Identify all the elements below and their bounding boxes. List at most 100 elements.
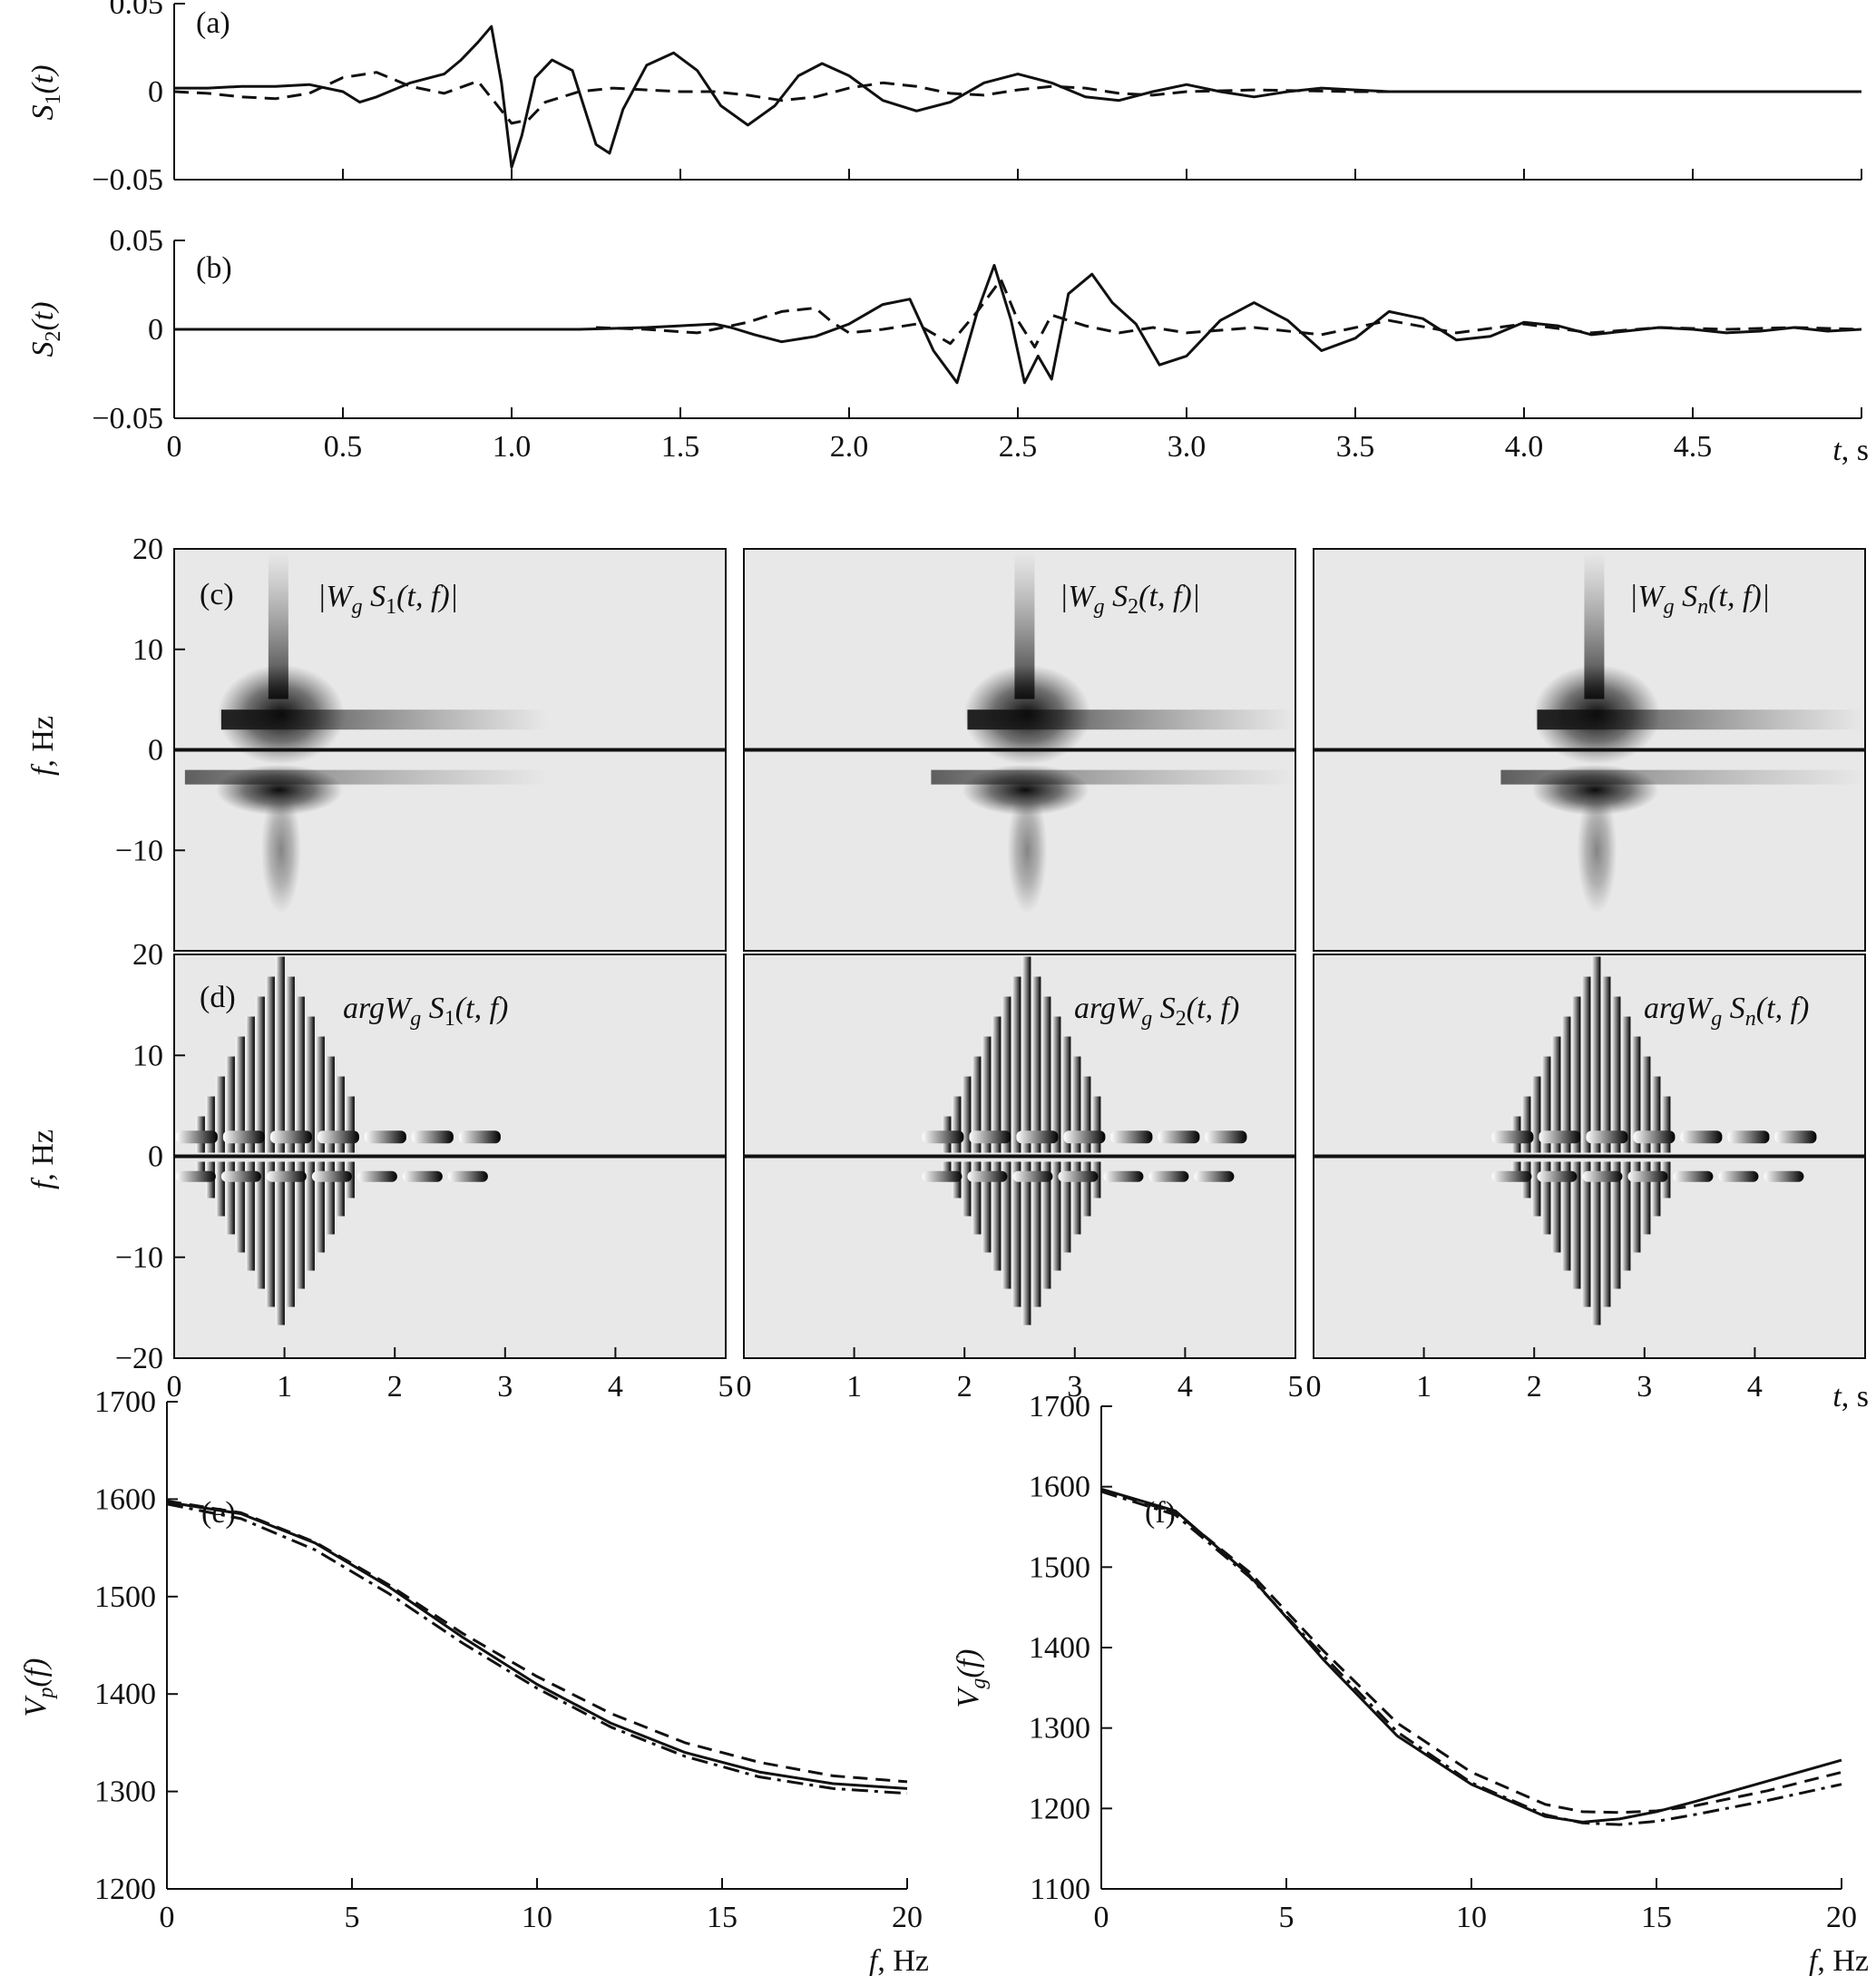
tf-phase-stripe-positive xyxy=(1091,1096,1101,1153)
mag-title-1-sub: 1 xyxy=(386,595,396,619)
tf-phase-stripe-negative xyxy=(245,1161,255,1271)
tf-ytick-label: 0 xyxy=(148,1140,163,1174)
panel-b-xtick-label: 1.0 xyxy=(493,430,532,464)
tf-phase-stripe-negative xyxy=(1541,1161,1551,1235)
mag-title-3-pre: |W xyxy=(1629,580,1666,613)
tf-phase-stripe-negative xyxy=(325,1161,335,1235)
tf-xtick-label: 2 xyxy=(1527,1370,1542,1404)
tf-phase-stripe-positive xyxy=(1531,1076,1541,1153)
phase-title-1-post: (t, f) xyxy=(455,992,509,1025)
tf-phase-stripe-negative xyxy=(1511,1161,1521,1180)
tf-phase-stripe-positive xyxy=(235,1036,245,1153)
tf-phase-stripe-negative xyxy=(1011,1161,1021,1307)
tf-mag-tail-negative xyxy=(260,787,301,915)
tf-phase-band-negative xyxy=(357,1170,397,1182)
tf-phase-stripe-positive xyxy=(205,1096,215,1153)
tf-phase-band-positive xyxy=(1727,1130,1770,1144)
tf-phase-stripe-negative xyxy=(255,1161,265,1289)
tf-phase-band-negative xyxy=(175,1170,216,1182)
panel-e-xtick-label: 0 xyxy=(160,1901,175,1934)
tf-phase-band-negative xyxy=(1058,1170,1099,1182)
panel-f-ytick-label: 1400 xyxy=(1029,1631,1090,1665)
tf-phase-band-positive xyxy=(1633,1130,1676,1144)
tf-xtick-label: 1 xyxy=(277,1370,292,1404)
tf-mag-streak-positive xyxy=(967,709,1295,730)
mag-title-3: |Wg Sn(t, f)| xyxy=(1629,580,1770,619)
phase-title-1-sub-g: g xyxy=(410,1007,421,1031)
mag-title-3-sub: n xyxy=(1697,595,1708,619)
tf-phase-band-positive xyxy=(1680,1130,1723,1144)
tf-mag-streak-negative xyxy=(931,769,1295,785)
tf-panel-d-3 xyxy=(1313,954,1866,1359)
panel-c-ylabel: f, Hz xyxy=(26,716,60,776)
panel-b-label: (b) xyxy=(196,251,232,285)
panel-e-series-solid xyxy=(166,1501,908,1790)
panel-b-ylabel-sub: 2 xyxy=(42,331,65,342)
panel-d-label: (d) xyxy=(200,981,236,1014)
tf-xtick-label: 3 xyxy=(497,1370,513,1404)
tf-phase-stripe-positive xyxy=(1081,1076,1091,1153)
tf-xtick-label: 3 xyxy=(1637,1370,1652,1404)
tf-xtick-label: 2 xyxy=(387,1370,403,1404)
panel-a: (a) S1(t) 0.05 0 −0.05 xyxy=(26,0,1862,197)
mag-title-2-sub-g: g xyxy=(1094,595,1105,619)
tf-xtick-label: 4 xyxy=(1177,1370,1193,1404)
panel-f-series-dashdot xyxy=(1100,1490,1842,1826)
panel-a-ytick-label: −0.05 xyxy=(92,163,163,197)
tf-phase-stripe-positive xyxy=(285,976,295,1153)
tf-phase-stripe-negative xyxy=(195,1161,205,1180)
panel-b-xtick-label: 0 xyxy=(167,430,182,464)
panel-b-ytick-label: −0.05 xyxy=(92,402,163,435)
panel-b-ylabel-rest: (t) xyxy=(26,301,60,330)
tf-phase-band-positive xyxy=(458,1130,501,1144)
tf-phase-stripe-positive xyxy=(982,1036,992,1153)
tf-phase-stripe-negative xyxy=(1031,1161,1041,1307)
tf-ytick-label: −10 xyxy=(115,834,163,867)
tf-phase-stripe-negative xyxy=(1551,1161,1561,1253)
tf-xtick-label: 0 xyxy=(737,1370,752,1404)
tf-phase-stripe-positive xyxy=(1002,996,1011,1153)
tf-xtick-label: 3 xyxy=(1067,1370,1082,1404)
tf-phase-stripe-negative xyxy=(1061,1161,1071,1253)
panel-cd-xlabel: t, s xyxy=(1832,1380,1869,1414)
tf-ytick-label: 20 xyxy=(132,938,163,972)
tf-phase-stripe-positive xyxy=(1641,1056,1651,1153)
tf-xtick-label: 0 xyxy=(167,1370,182,1404)
mag-title-1: |Wg S1(t, f)| xyxy=(318,580,458,619)
mag-title-2-post: (t, f)| xyxy=(1138,580,1200,613)
panel-a-ylabel-main: S xyxy=(26,105,60,121)
tf-phase-band-positive xyxy=(222,1130,265,1144)
tf-phase-band-positive xyxy=(269,1130,312,1144)
panel-e-xtick-label: 5 xyxy=(345,1901,360,1934)
tf-phase-stripe-negative xyxy=(962,1161,972,1217)
panel-e-ylabel-sub: p xyxy=(34,1687,58,1700)
tf-phase-band-positive xyxy=(1539,1130,1581,1144)
panel-a-ylabel: S1(t) xyxy=(26,64,65,120)
tf-phase-stripe-negative xyxy=(1581,1161,1591,1307)
tf-phase-stripe-negative xyxy=(275,1161,285,1325)
tf-phase-band-negative xyxy=(1148,1170,1189,1182)
phase-title-1: argWg S1(t, f) xyxy=(343,992,508,1031)
tf-phase-stripe-positive xyxy=(345,1096,355,1153)
panel-cd-xlabel-var: t xyxy=(1832,1380,1842,1414)
tf-phase-stripe-positive xyxy=(325,1056,335,1153)
tf-phase-stripe-positive xyxy=(1051,1016,1061,1153)
tf-ytick-label: 0 xyxy=(148,734,163,768)
tf-phase-stripe-positive xyxy=(972,1056,982,1153)
panel-f-ytick-label: 1500 xyxy=(1029,1550,1090,1584)
tf-phase-stripe-negative xyxy=(972,1161,982,1235)
mag-title-1-post: (t, f)| xyxy=(396,580,458,613)
tf-phase-stripe-positive xyxy=(1061,1036,1071,1153)
panel-e-xlabel-unit: , Hz xyxy=(877,1944,929,1976)
mag-title-1-pre: |W xyxy=(318,580,354,613)
tf-phase-stripe-positive xyxy=(275,956,285,1153)
panel-b-xtick-label: 2.0 xyxy=(830,430,869,464)
tf-panel-d-2 xyxy=(743,954,1296,1359)
phase-title-1-pre: argW xyxy=(343,992,413,1025)
tf-xtick-label: 5 xyxy=(1288,1370,1304,1404)
panel-b-xtick-label: 0.5 xyxy=(324,430,363,464)
panel-f-ylabel-sub: g xyxy=(967,1678,991,1689)
panel-f-xtick-label: 10 xyxy=(1456,1901,1487,1934)
tf-phase-band-negative xyxy=(1718,1170,1759,1182)
